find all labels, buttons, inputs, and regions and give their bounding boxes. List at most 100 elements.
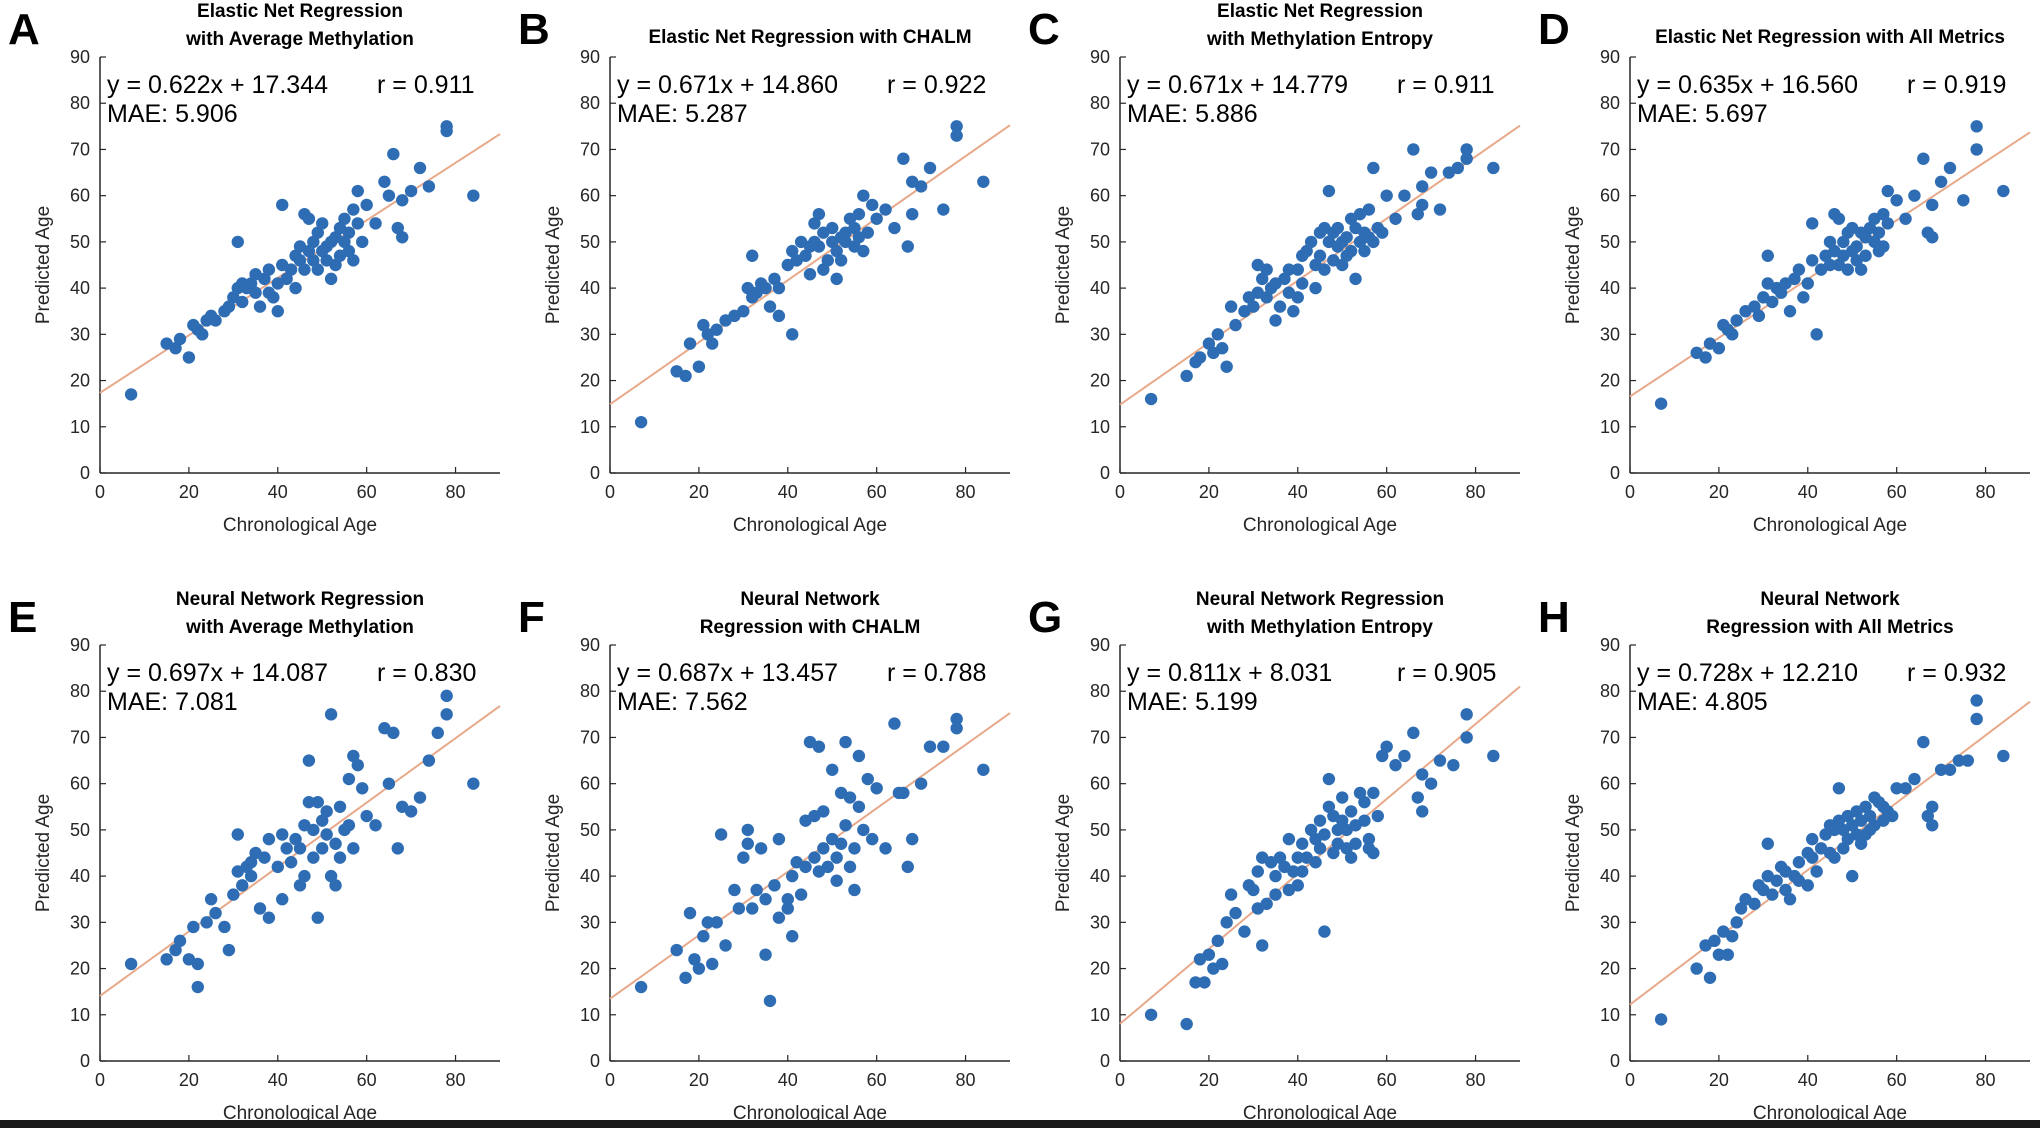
mae-text: MAE: 5.906	[107, 100, 238, 128]
data-point	[1331, 823, 1344, 837]
y-tick-label: 70	[1600, 727, 1620, 747]
data-point	[1202, 948, 1216, 961]
data-point	[253, 300, 267, 313]
data-point	[1224, 888, 1238, 901]
data-point	[759, 281, 772, 295]
data-point	[231, 828, 244, 841]
panel-label: E	[8, 593, 38, 642]
data-point	[1416, 805, 1429, 818]
x-axis-label: Chronological Age	[223, 1103, 377, 1124]
data-point	[271, 860, 284, 874]
data-point	[1211, 934, 1224, 948]
data-point	[888, 717, 901, 730]
data-point	[1997, 749, 2010, 763]
data-point	[1726, 328, 1739, 341]
data-point	[839, 735, 852, 749]
panel-e: E Neural Network Regression with Average M…	[0, 588, 510, 1128]
y-tick-label: 50	[70, 232, 90, 252]
mae-text: MAE: 7.081	[107, 688, 238, 716]
y-tick-label: 10	[70, 1005, 90, 1025]
data-point	[1358, 795, 1371, 809]
data-point	[1407, 143, 1420, 156]
data-point	[338, 212, 351, 225]
data-point	[923, 161, 937, 175]
data-point	[830, 244, 843, 258]
data-point	[1730, 916, 1743, 929]
chart-title-line: with Average Methylation	[186, 617, 414, 638]
data-point	[1273, 851, 1287, 864]
data-point	[906, 207, 919, 221]
data-point	[316, 217, 329, 230]
data-point	[688, 953, 701, 966]
y-tick-label: 70	[70, 727, 90, 747]
data-point	[209, 906, 222, 920]
data-point	[231, 235, 244, 249]
data-point	[253, 902, 267, 915]
data-point	[817, 263, 830, 276]
data-point	[347, 749, 360, 763]
data-point	[209, 314, 222, 327]
data-point	[1380, 740, 1393, 753]
data-point	[901, 240, 914, 253]
data-point	[1313, 814, 1327, 827]
data-point	[759, 893, 772, 906]
data-point	[276, 893, 289, 906]
y-axis-label: Predicted Age	[1053, 206, 1074, 324]
equation-text: y = 0.635x + 16.560	[1637, 71, 1859, 99]
data-point	[258, 272, 271, 286]
data-point	[302, 244, 316, 258]
chart-title-line: Neural Network	[1760, 589, 1900, 610]
data-point	[1269, 869, 1282, 883]
y-tick-label: 70	[1600, 139, 1620, 159]
data-point	[852, 749, 866, 763]
y-tick-label: 80	[70, 93, 90, 113]
scatter-plot: 0 20 40 60 80 0 10 20 30 40 50 60 70 80 90 Chronologica…	[543, 635, 1011, 1124]
data-point	[923, 740, 937, 753]
data-point	[1336, 258, 1349, 272]
data-point	[879, 842, 892, 855]
y-tick-label: 20	[580, 371, 600, 391]
data-point	[1460, 152, 1473, 165]
y-tick-label: 20	[1600, 959, 1620, 979]
y-tick-label: 30	[580, 912, 600, 932]
data-point	[1296, 277, 1309, 290]
data-point	[1344, 805, 1358, 818]
data-point	[191, 957, 204, 971]
data-point	[1389, 212, 1402, 225]
data-point	[1908, 189, 1921, 202]
x-tick-label: 80	[1976, 482, 1996, 502]
data-point	[1291, 263, 1304, 276]
scatter-plot: 0 20 40 60 80 0 10 20 30 40 50 60 70 80 90 Chronologica…	[1563, 47, 2031, 536]
y-tick-label: 50	[70, 820, 90, 840]
data-point	[1229, 906, 1242, 920]
y-tick-label: 40	[580, 866, 600, 886]
data-point	[1447, 758, 1460, 772]
data-point	[1730, 314, 1743, 327]
y-tick-label: 70	[1090, 139, 1110, 159]
data-point	[697, 930, 710, 943]
data-point	[1908, 772, 1921, 786]
data-point	[861, 226, 874, 239]
data-point	[679, 971, 692, 984]
data-point	[750, 883, 763, 897]
chart-title-line: Regression with CHALM	[699, 617, 921, 638]
x-tick-label: 0	[1625, 1070, 1635, 1090]
x-tick-label: 60	[867, 1070, 887, 1090]
x-tick-label: 0	[95, 482, 105, 502]
y-tick-label: 0	[80, 1051, 90, 1071]
y-tick-label: 40	[1090, 866, 1110, 886]
x-tick-label: 20	[179, 482, 199, 502]
data-point	[634, 415, 648, 429]
data-point	[1433, 203, 1447, 216]
data-point	[1761, 249, 1774, 262]
data-point	[262, 263, 276, 276]
data-point	[1367, 161, 1380, 175]
data-point	[347, 203, 360, 216]
y-tick-label: 0	[1610, 1051, 1620, 1071]
mae-text: MAE: 7.562	[617, 688, 748, 716]
panel-h: H Neural Network Regression with All Metri…	[1530, 588, 2040, 1128]
mae-text: MAE: 5.886	[1127, 100, 1258, 128]
x-tick-label: 60	[1887, 482, 1907, 502]
data-point	[1318, 263, 1331, 276]
r-value-text: r = 0.911	[377, 71, 475, 99]
